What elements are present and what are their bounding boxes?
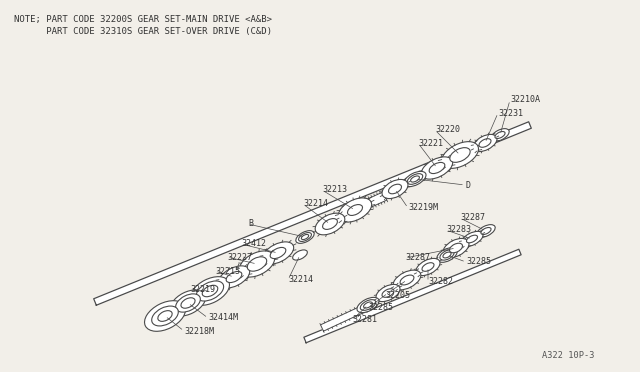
Ellipse shape xyxy=(270,247,286,259)
Ellipse shape xyxy=(239,251,275,277)
Polygon shape xyxy=(304,249,521,343)
Ellipse shape xyxy=(376,285,400,302)
Text: 32210A: 32210A xyxy=(510,96,540,105)
Ellipse shape xyxy=(479,139,491,147)
Text: 32285: 32285 xyxy=(368,304,393,312)
Text: B: B xyxy=(248,219,253,228)
Ellipse shape xyxy=(429,163,445,174)
Ellipse shape xyxy=(400,275,414,285)
Polygon shape xyxy=(321,305,367,331)
Text: PART CODE 32310S GEAR SET-OVER DRIVE (C&D): PART CODE 32310S GEAR SET-OVER DRIVE (C&… xyxy=(14,27,272,36)
Ellipse shape xyxy=(442,142,479,169)
Text: 32282: 32282 xyxy=(428,278,453,286)
Text: NOTE; PART CODE 32200S GEAR SET-MAIN DRIVE <A&B>: NOTE; PART CODE 32200S GEAR SET-MAIN DRI… xyxy=(14,15,272,24)
Text: 32219: 32219 xyxy=(190,285,215,295)
Ellipse shape xyxy=(382,289,394,297)
Ellipse shape xyxy=(477,225,495,237)
Ellipse shape xyxy=(226,272,242,283)
Ellipse shape xyxy=(323,219,337,230)
Text: 32214: 32214 xyxy=(303,199,328,208)
Polygon shape xyxy=(343,192,387,218)
Ellipse shape xyxy=(404,171,426,187)
Ellipse shape xyxy=(461,231,483,247)
Text: 32218M: 32218M xyxy=(184,327,214,336)
Ellipse shape xyxy=(407,174,423,185)
Ellipse shape xyxy=(299,232,312,241)
Ellipse shape xyxy=(339,198,372,222)
Text: A322 10P-3: A322 10P-3 xyxy=(543,351,595,360)
Polygon shape xyxy=(93,122,531,305)
Text: 32220: 32220 xyxy=(435,125,460,135)
Ellipse shape xyxy=(422,263,434,271)
Text: 32221: 32221 xyxy=(418,138,443,148)
Ellipse shape xyxy=(202,285,218,297)
Ellipse shape xyxy=(416,259,440,276)
Ellipse shape xyxy=(152,306,179,326)
Ellipse shape xyxy=(296,231,314,243)
Ellipse shape xyxy=(145,301,186,331)
Ellipse shape xyxy=(315,213,345,235)
Ellipse shape xyxy=(181,298,195,308)
Ellipse shape xyxy=(196,281,223,301)
Ellipse shape xyxy=(218,266,250,288)
Ellipse shape xyxy=(411,176,419,182)
Text: 32231: 32231 xyxy=(498,109,523,118)
Ellipse shape xyxy=(491,129,509,141)
Ellipse shape xyxy=(247,257,267,271)
Ellipse shape xyxy=(449,243,463,253)
Ellipse shape xyxy=(437,248,457,262)
Ellipse shape xyxy=(467,235,477,243)
Text: 32287: 32287 xyxy=(460,214,485,222)
Text: 32214: 32214 xyxy=(288,276,313,285)
Text: 32412: 32412 xyxy=(241,240,266,248)
Ellipse shape xyxy=(301,234,308,240)
Ellipse shape xyxy=(421,157,452,179)
Ellipse shape xyxy=(357,297,379,312)
Text: 32227: 32227 xyxy=(227,253,252,262)
Text: 32213: 32213 xyxy=(322,186,347,195)
Ellipse shape xyxy=(443,252,451,258)
Ellipse shape xyxy=(481,228,491,234)
Text: 32281: 32281 xyxy=(352,315,377,324)
Ellipse shape xyxy=(262,242,294,264)
Text: 32285: 32285 xyxy=(466,257,491,266)
Ellipse shape xyxy=(443,238,469,257)
Ellipse shape xyxy=(393,270,421,290)
Text: D: D xyxy=(465,180,470,189)
Ellipse shape xyxy=(388,184,401,194)
Ellipse shape xyxy=(360,300,376,310)
Text: 32414M: 32414M xyxy=(208,314,238,323)
Ellipse shape xyxy=(170,290,205,316)
Text: 32287: 32287 xyxy=(405,253,430,263)
Ellipse shape xyxy=(473,134,497,151)
Ellipse shape xyxy=(348,205,362,215)
Ellipse shape xyxy=(440,250,454,260)
Ellipse shape xyxy=(382,179,408,199)
Ellipse shape xyxy=(364,302,372,308)
Text: 32283: 32283 xyxy=(446,225,471,234)
Ellipse shape xyxy=(450,148,470,162)
Ellipse shape xyxy=(292,250,307,260)
Text: 32205: 32205 xyxy=(385,291,410,299)
Ellipse shape xyxy=(191,277,230,305)
Ellipse shape xyxy=(175,294,200,312)
Ellipse shape xyxy=(495,131,505,138)
Text: 32219M: 32219M xyxy=(408,203,438,212)
Ellipse shape xyxy=(158,311,172,321)
Text: 32215: 32215 xyxy=(215,266,240,276)
